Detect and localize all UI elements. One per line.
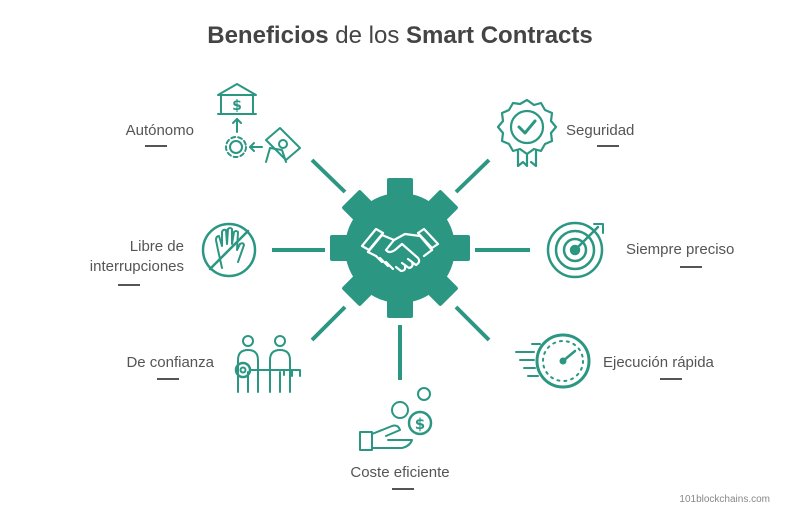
svg-text:$: $: [415, 415, 425, 433]
label-seguridad: Seguridad: [566, 122, 635, 139]
dash-confianza: [157, 378, 179, 380]
svg-text:$: $: [232, 98, 242, 114]
label-ejecucion: Ejecución rápida: [603, 354, 714, 371]
handshake-icon: [360, 227, 440, 273]
dash-seguridad: [597, 145, 619, 147]
title-bold-part-1: Beneficios: [207, 22, 329, 49]
dash-ejecucion: [660, 378, 682, 380]
check-badge-icon: [496, 98, 558, 168]
connector-seguridad: [454, 158, 491, 194]
label-coste: Coste eficiente: [350, 464, 450, 481]
people-key-icon: [234, 335, 301, 393]
no-hand-icon: [201, 222, 257, 278]
connector-autonomo: [310, 158, 347, 194]
bank-gear-money-icon: $: [217, 83, 301, 163]
label-autonomo: Autónomo: [125, 122, 194, 139]
dash-preciso: [680, 266, 702, 268]
source-credit: 101blockchains.com: [679, 494, 770, 505]
dash-coste: [392, 488, 414, 490]
dash-autonomo: [145, 145, 167, 147]
label-preciso: Siempre preciso: [626, 241, 735, 258]
connector-ejecucion: [454, 305, 491, 342]
title-bold-part-2: Smart Contracts: [406, 22, 593, 49]
label-libre-line1: Libre de: [129, 238, 184, 255]
dash-libre: [118, 284, 140, 286]
label-libre-line2: interrupciones: [89, 258, 184, 275]
connector-lines: [272, 158, 530, 380]
hand-coins-icon: $: [359, 387, 433, 451]
title-light-part: de los: [328, 22, 407, 49]
target-icon: [546, 221, 604, 279]
connector-confianza: [310, 305, 347, 342]
fast-clock-icon: [515, 333, 591, 389]
page-title: Beneficios de los Smart Contracts: [0, 22, 800, 50]
central-gear: [330, 178, 470, 318]
label-libre: Libre de interrupciones: [50, 237, 184, 277]
label-confianza: De confianza: [126, 354, 214, 371]
